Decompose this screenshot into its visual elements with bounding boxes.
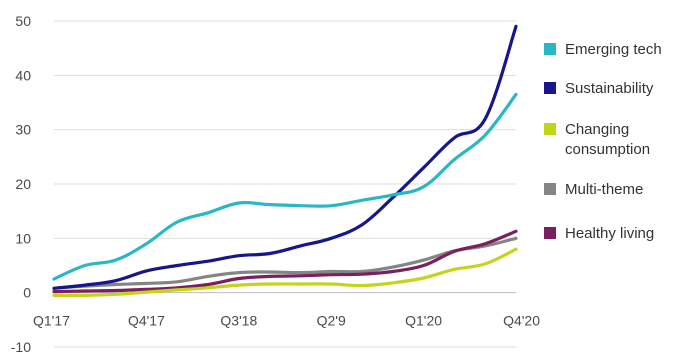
y-tick-label: 50 xyxy=(15,13,31,29)
legend-item-emerging-tech: Emerging tech xyxy=(544,40,680,60)
y-tick-label: 40 xyxy=(15,67,31,83)
legend-item-healthy-living: Healthy living xyxy=(544,224,680,244)
series-line-multi-theme xyxy=(52,236,518,290)
y-axis-tick-labels: -10 0 10 20 30 40 50 xyxy=(11,13,31,352)
y-tick-label: 20 xyxy=(15,176,31,192)
x-tick-label: Q1'17 xyxy=(33,313,70,329)
series-line-sustainability xyxy=(52,24,518,290)
gridlines xyxy=(54,20,516,348)
x-tick-label: Q4'20 xyxy=(503,313,540,329)
y-tick-label: 10 xyxy=(15,230,31,246)
y-tick-label: -10 xyxy=(11,339,31,352)
y-tick-label: 0 xyxy=(23,285,31,301)
legend-swatch xyxy=(544,82,556,94)
legend-swatch xyxy=(544,43,556,55)
legend-label: Sustainability xyxy=(565,80,654,97)
legend-swatch xyxy=(544,183,556,195)
legend-label: Multi-theme xyxy=(565,181,644,198)
legend-label: Changing consumption xyxy=(565,121,651,158)
x-tick-label: Q4'17 xyxy=(128,313,165,329)
series-line-changing-consumption xyxy=(52,247,518,298)
x-tick-label: Q1'20 xyxy=(405,313,442,329)
legend-label: Emerging tech xyxy=(565,41,662,58)
legend-item-changing-consumption: Changing consumption xyxy=(544,120,680,160)
x-axis-tick-labels: Q1'17 Q4'17 Q3'18 Q2'9 Q1'20 Q4'20 xyxy=(33,313,540,329)
legend-swatch xyxy=(544,123,556,135)
legend-item-sustainability: Sustainability xyxy=(544,79,680,99)
series-lines xyxy=(52,24,518,298)
series-line-healthy-living xyxy=(52,229,518,294)
legend-label: Healthy living xyxy=(565,225,655,242)
x-tick-label: Q3'18 xyxy=(220,313,257,329)
legend-swatch xyxy=(544,227,556,239)
x-tick-label: Q2'9 xyxy=(317,313,346,329)
y-tick-label: 30 xyxy=(15,122,31,138)
series-line-emerging-tech xyxy=(52,92,518,281)
legend-item-multi-theme: Multi-theme xyxy=(544,180,680,200)
